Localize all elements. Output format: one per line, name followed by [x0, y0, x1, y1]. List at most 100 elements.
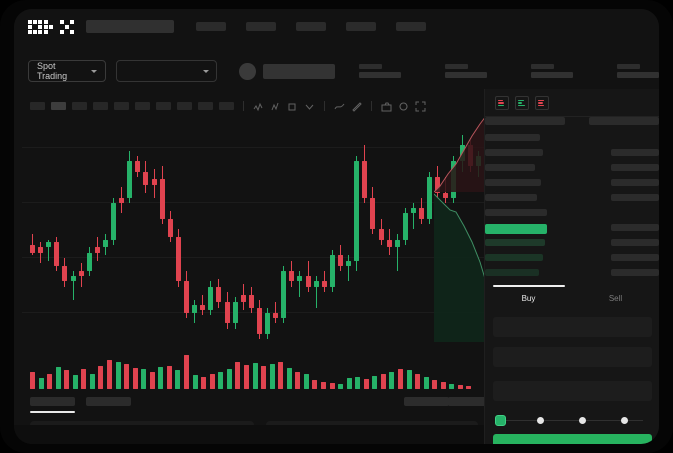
timeframe-button-8[interactable]: [177, 102, 192, 110]
orderbook-bids-icon[interactable]: [515, 96, 529, 110]
slider-mark-25[interactable]: [537, 416, 544, 424]
compare-icon[interactable]: [287, 101, 298, 112]
timeframe-button-2[interactable]: [51, 102, 66, 110]
orderbook-row-price[interactable]: [485, 239, 545, 246]
timeframe-button-6[interactable]: [135, 102, 150, 110]
orderbook-row-price[interactable]: [485, 164, 535, 171]
amount-slider[interactable]: [495, 415, 650, 426]
orderbook-row-amount[interactable]: [611, 149, 659, 156]
price-chart[interactable]: [22, 117, 484, 389]
footer-strip: [14, 425, 484, 444]
orderbook-row-price[interactable]: [485, 194, 537, 201]
volume-bar: [115, 362, 121, 389]
nav-item-2[interactable]: [246, 22, 276, 31]
orderbook-row-amount[interactable]: [611, 239, 659, 246]
orderbook-rows[interactable]: [485, 117, 659, 302]
depth-bids-area: [434, 194, 490, 342]
volume-bar: [72, 374, 78, 389]
line-chart-icon[interactable]: [334, 101, 345, 112]
bottom-action-1[interactable]: [404, 397, 449, 406]
divider: [371, 101, 372, 111]
volume-bar: [89, 373, 95, 389]
timeframe-button-9[interactable]: [198, 102, 213, 110]
orderbook-row-price[interactable]: [485, 134, 540, 141]
candle-body: [119, 197, 125, 203]
slider-track: [503, 419, 643, 421]
submit-buy-button[interactable]: [493, 434, 652, 444]
volume-bar: [312, 379, 318, 389]
timeframe-button-3[interactable]: [72, 102, 87, 110]
candlestick-series: [22, 117, 484, 347]
fullscreen-icon[interactable]: [415, 101, 426, 112]
volume-bar: [107, 360, 113, 389]
orderbook-row-amount[interactable]: [611, 224, 659, 231]
market-stat-1: [359, 64, 401, 78]
candle-body: [346, 260, 352, 266]
volume-bar: [440, 381, 446, 389]
orderbook-row-price[interactable]: [485, 209, 547, 216]
candle-body: [200, 305, 206, 311]
slider-handle[interactable]: [495, 415, 506, 426]
orderbook-row-amount[interactable]: [611, 179, 659, 186]
timeframe-button-7[interactable]: [156, 102, 171, 110]
candle-body: [370, 197, 376, 230]
tab-sell[interactable]: Sell: [608, 293, 623, 303]
active-tab-underline: [493, 285, 565, 287]
orderbook-row-amount[interactable]: [589, 117, 659, 125]
nav-item-5[interactable]: [396, 22, 426, 31]
volume-bar: [415, 373, 421, 389]
nav-item-3[interactable]: [296, 22, 326, 31]
timeframe-button-4[interactable]: [93, 102, 108, 110]
top-header: [14, 9, 659, 44]
settings-gear-icon[interactable]: [398, 101, 409, 112]
camera-icon[interactable]: [381, 101, 392, 112]
volume-bar: [158, 367, 164, 389]
volume-bar: [380, 373, 386, 389]
candle-body: [338, 255, 343, 266]
trading-mode-label: Spot Trading: [37, 61, 68, 81]
tab-buy[interactable]: Buy: [521, 293, 536, 303]
order-field-2[interactable]: [493, 347, 652, 367]
nav-item-4[interactable]: [346, 22, 376, 31]
indicators-icon[interactable]: [253, 101, 264, 112]
orderbook-row-price[interactable]: [485, 179, 541, 186]
trading-mode-selector[interactable]: Spot Trading: [28, 60, 106, 82]
chart-type-icon[interactable]: [270, 101, 281, 112]
timeframe-button-5[interactable]: [114, 102, 129, 110]
volume-bar: [457, 384, 463, 389]
volume-bar: [389, 371, 395, 389]
orderbook-row-price[interactable]: [485, 254, 543, 261]
pair-selector[interactable]: [115, 60, 218, 82]
order-field-1[interactable]: [493, 317, 652, 337]
timeframe-button-1[interactable]: [30, 102, 45, 110]
order-field-3[interactable]: [493, 381, 652, 401]
orderbook-row-price[interactable]: [485, 149, 543, 156]
orderbook-row-price[interactable]: [485, 117, 565, 125]
slider-mark-75[interactable]: [621, 416, 628, 424]
nav-item-1[interactable]: [196, 22, 226, 31]
bottom-tab-1[interactable]: [30, 397, 75, 413]
okx-logo[interactable]: [28, 19, 74, 34]
volume-bar: [286, 368, 292, 389]
candle-body: [175, 237, 181, 282]
bottom-tab-2[interactable]: [86, 397, 131, 406]
orderbook-row-amount[interactable]: [611, 254, 659, 261]
volume-bar: [466, 385, 472, 389]
orderbook-both-icon[interactable]: [495, 96, 509, 110]
depth-asks-area: [434, 114, 490, 192]
drawing-tools-icon[interactable]: [351, 101, 362, 112]
bottom-action-2[interactable]: [448, 397, 493, 406]
candle-body: [248, 294, 254, 308]
orderbook-row-price[interactable]: [485, 269, 539, 276]
orderbook-row-price[interactable]: [485, 224, 547, 234]
chevron-down-icon[interactable]: [304, 101, 315, 112]
orderbook-row-amount[interactable]: [611, 269, 659, 276]
candle-body: [208, 286, 214, 311]
orderbook-row-amount[interactable]: [611, 164, 659, 171]
orderbook-row-amount[interactable]: [611, 194, 659, 201]
volume-bar: [406, 370, 412, 389]
orderbook-asks-icon[interactable]: [535, 96, 549, 110]
search-input[interactable]: [86, 20, 174, 33]
timeframe-button-10[interactable]: [219, 102, 234, 110]
slider-mark-50[interactable]: [579, 416, 586, 424]
